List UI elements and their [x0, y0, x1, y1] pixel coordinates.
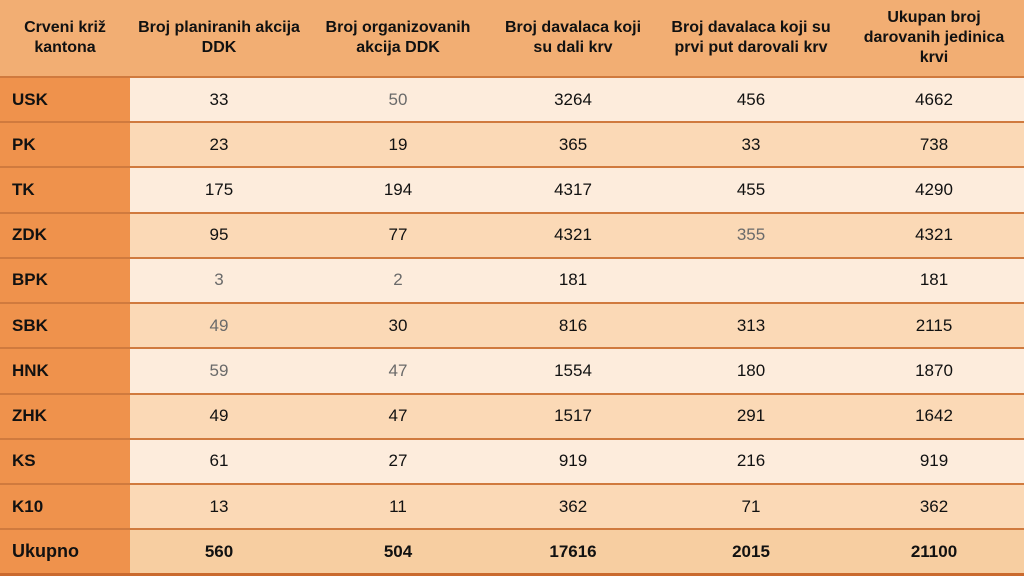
table-cell: 19: [308, 122, 488, 167]
table-cell: 77: [308, 213, 488, 258]
table-cell: 180: [658, 348, 844, 393]
row-label: KS: [0, 439, 130, 484]
table-cell: 4662: [844, 77, 1024, 122]
column-header: Ukupan broj darovanih jedinica krvi: [844, 0, 1024, 77]
column-header: Broj davalaca koji su dali krv: [488, 0, 658, 77]
table-row: HNK594715541801870: [0, 348, 1024, 393]
table-cell: 33: [130, 77, 308, 122]
table-row: USK335032644564662: [0, 77, 1024, 122]
total-cell: 560: [130, 529, 308, 574]
table-cell: 175: [130, 167, 308, 212]
table-cell: 194: [308, 167, 488, 212]
row-label: SBK: [0, 303, 130, 348]
blood-donation-table: Crveni križ kantonaBroj planiranih akcij…: [0, 0, 1024, 576]
table-cell: 4290: [844, 167, 1024, 212]
table-cell: 1870: [844, 348, 1024, 393]
table-cell: 365: [488, 122, 658, 167]
table-cell: 59: [130, 348, 308, 393]
table-body: USK335032644564662PK231936533738TK175194…: [0, 77, 1024, 575]
table-cell: 355: [658, 213, 844, 258]
table-cell: 216: [658, 439, 844, 484]
total-cell: 17616: [488, 529, 658, 574]
data-table: Crveni križ kantonaBroj planiranih akcij…: [0, 0, 1024, 576]
table-cell: 1554: [488, 348, 658, 393]
table-row: PK231936533738: [0, 122, 1024, 167]
table-cell: 181: [488, 258, 658, 303]
table-cell: 2115: [844, 303, 1024, 348]
row-label: BPK: [0, 258, 130, 303]
table-cell: 3: [130, 258, 308, 303]
row-label: USK: [0, 77, 130, 122]
table-cell: 49: [130, 303, 308, 348]
table-cell: 4317: [488, 167, 658, 212]
table-cell: 71: [658, 484, 844, 529]
table-row: ZHK494715172911642: [0, 394, 1024, 439]
row-label: ZHK: [0, 394, 130, 439]
table-total-row: Ukupno56050417616201521100: [0, 529, 1024, 574]
table-row: SBK49308163132115: [0, 303, 1024, 348]
table-cell: 816: [488, 303, 658, 348]
table-row: ZDK957743213554321: [0, 213, 1024, 258]
table-cell: 61: [130, 439, 308, 484]
total-cell: 504: [308, 529, 488, 574]
table-cell: 27: [308, 439, 488, 484]
table-header-row: Crveni križ kantonaBroj planiranih akcij…: [0, 0, 1024, 77]
table-cell: 47: [308, 394, 488, 439]
row-label: TK: [0, 167, 130, 212]
table-cell: 3264: [488, 77, 658, 122]
row-label: K10: [0, 484, 130, 529]
table-cell: 738: [844, 122, 1024, 167]
table-cell: 30: [308, 303, 488, 348]
table-cell: 919: [844, 439, 1024, 484]
table-cell: 181: [844, 258, 1024, 303]
column-header: Crveni križ kantona: [0, 0, 130, 77]
total-cell: 2015: [658, 529, 844, 574]
table-cell: 13: [130, 484, 308, 529]
table-cell: 4321: [488, 213, 658, 258]
total-label: Ukupno: [0, 529, 130, 574]
table-row: KS6127919216919: [0, 439, 1024, 484]
table-cell: 2: [308, 258, 488, 303]
total-cell: 21100: [844, 529, 1024, 574]
row-label: HNK: [0, 348, 130, 393]
table-cell: 1642: [844, 394, 1024, 439]
table-cell: 919: [488, 439, 658, 484]
table-cell: 313: [658, 303, 844, 348]
table-cell: 23: [130, 122, 308, 167]
table-row: TK17519443174554290: [0, 167, 1024, 212]
table-cell: 49: [130, 394, 308, 439]
table-cell: 456: [658, 77, 844, 122]
table-cell: 33: [658, 122, 844, 167]
column-header: Broj davalaca koji su prvi put darovali …: [658, 0, 844, 77]
table-cell: 291: [658, 394, 844, 439]
table-cell: [658, 258, 844, 303]
table-cell: 455: [658, 167, 844, 212]
row-label: PK: [0, 122, 130, 167]
row-label: ZDK: [0, 213, 130, 258]
column-header: Broj planiranih akcija DDK: [130, 0, 308, 77]
table-row: K10131136271362: [0, 484, 1024, 529]
column-header: Broj organizovanih akcija DDK: [308, 0, 488, 77]
table-cell: 50: [308, 77, 488, 122]
table-cell: 362: [844, 484, 1024, 529]
table-row: BPK32181181: [0, 258, 1024, 303]
table-cell: 1517: [488, 394, 658, 439]
table-cell: 47: [308, 348, 488, 393]
table-cell: 362: [488, 484, 658, 529]
table-cell: 95: [130, 213, 308, 258]
table-cell: 4321: [844, 213, 1024, 258]
table-header: Crveni križ kantonaBroj planiranih akcij…: [0, 0, 1024, 77]
table-cell: 11: [308, 484, 488, 529]
